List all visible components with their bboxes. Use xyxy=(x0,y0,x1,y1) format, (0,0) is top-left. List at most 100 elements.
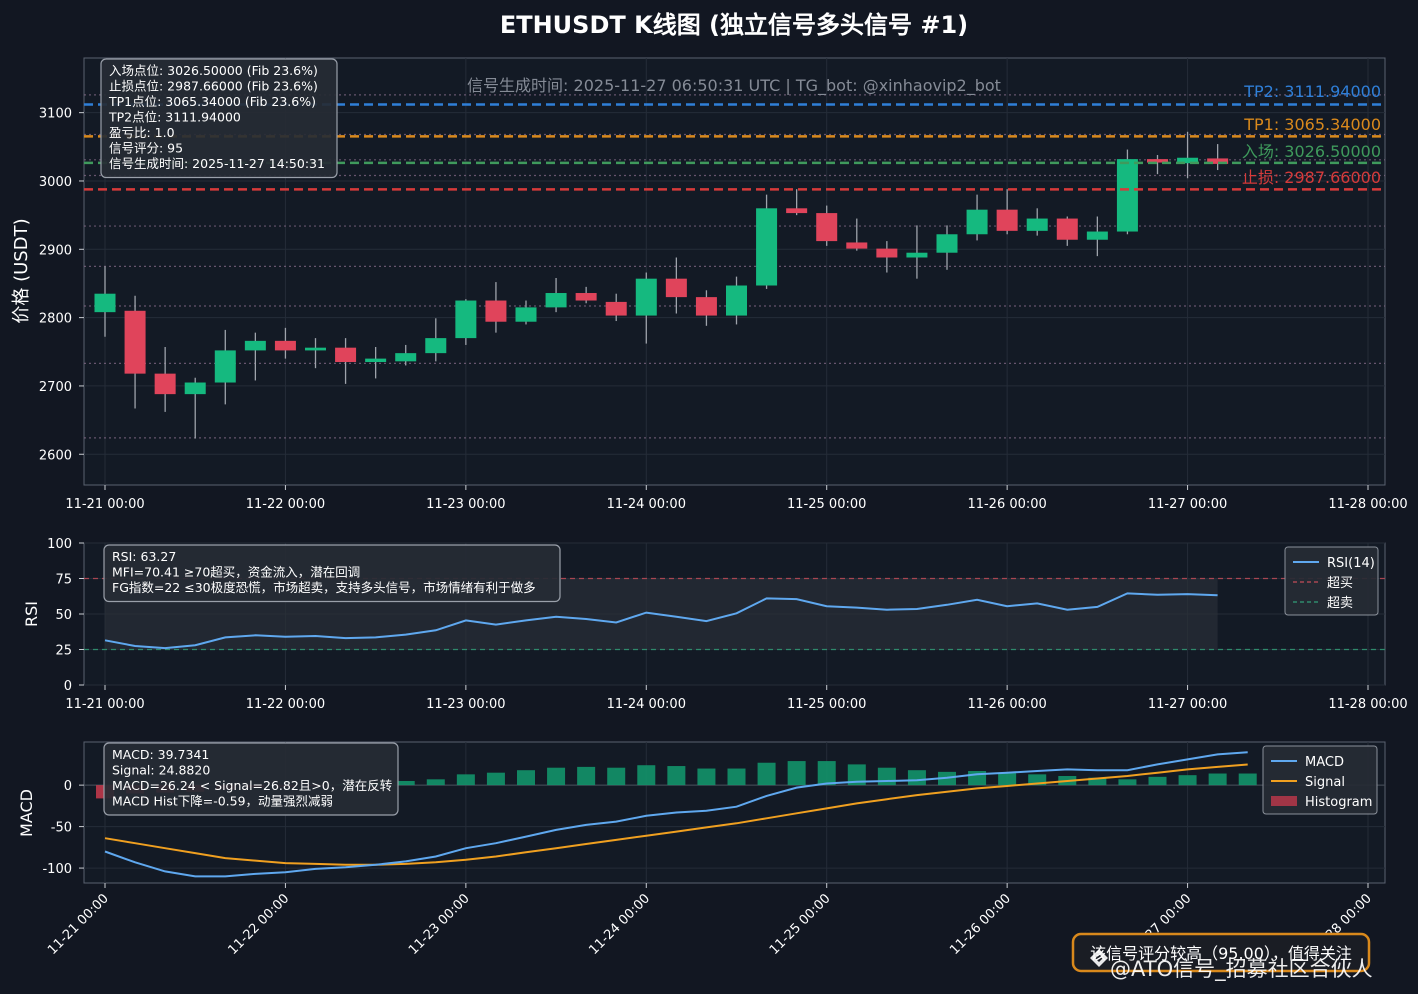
candle xyxy=(94,266,116,337)
macd-y-ticks: -100 -50 0 xyxy=(42,779,84,877)
candle xyxy=(1177,131,1199,179)
candle-body xyxy=(335,347,357,363)
level-label-entry: 入场: 3026.50000 xyxy=(1242,142,1381,161)
candle-body xyxy=(515,307,537,322)
candle-body xyxy=(726,285,747,316)
candle xyxy=(695,290,717,326)
candle-body xyxy=(365,358,387,363)
rsi-series-line xyxy=(104,592,1218,650)
candle-body xyxy=(605,301,627,316)
candle xyxy=(605,293,627,322)
candle xyxy=(395,344,417,366)
candle xyxy=(665,257,687,314)
macd-histogram-bar xyxy=(1028,774,1047,786)
candle xyxy=(635,272,657,344)
candle-body xyxy=(876,248,898,258)
info-box-line: MFI=70.41 ≥70超买，资金流入，潜在回调 xyxy=(112,565,360,580)
macd-histogram-bar xyxy=(787,761,806,786)
candle xyxy=(184,377,206,439)
candle xyxy=(455,299,477,345)
candle-body xyxy=(936,234,958,253)
x-tick-label: 11-26 00:00 xyxy=(967,697,1046,712)
watermark-text: @ATO信号_招募社区合伙人 xyxy=(1110,957,1373,982)
x-tick-label: 11-25 00:00 xyxy=(767,891,834,958)
candle xyxy=(154,346,176,412)
y-tick-label: 0 xyxy=(64,679,72,694)
macd-histogram-bar xyxy=(517,770,535,786)
candle-body xyxy=(1147,159,1168,163)
y-tick-label: 50 xyxy=(55,608,72,623)
x-tick-label: 11-23 00:00 xyxy=(406,891,473,958)
candle-body xyxy=(214,350,236,383)
candle-body xyxy=(244,340,266,351)
x-tick-label: 11-27 00:00 xyxy=(1148,697,1227,712)
x-tick-label: 11-22 00:00 xyxy=(226,891,293,958)
macd-main-line xyxy=(104,751,1248,878)
candle xyxy=(816,205,838,246)
x-tick-label: 11-22 00:00 xyxy=(246,697,325,712)
info-box-line: MACD: 39.7341 xyxy=(112,747,209,762)
legend-label: Signal xyxy=(1305,775,1345,790)
price-level-labels: TP2: 3111.94000 TP1: 3065.34000 入场: 3026.5… xyxy=(1242,82,1381,187)
candle-body xyxy=(425,338,447,354)
x-tick-label: 11-25 00:00 xyxy=(787,497,866,512)
candle-body xyxy=(274,340,296,351)
candle xyxy=(244,332,266,381)
candle xyxy=(274,327,296,359)
candle xyxy=(335,338,357,384)
macd-histogram-bar xyxy=(1238,773,1257,786)
candle xyxy=(726,276,747,325)
candle xyxy=(1086,216,1108,257)
macd-legend: MACD Signal Histogram xyxy=(1262,745,1378,815)
info-box-line: FG指数=22 ≤30极度恐慌，市场超卖，支持多头信号，市场情绪有利于做多 xyxy=(112,580,536,595)
macd-signal-line xyxy=(104,763,1248,866)
x-tick-label: 11-24 00:00 xyxy=(607,697,686,712)
x-tick-label: 11-25 00:00 xyxy=(787,697,866,712)
macd-histogram-bar xyxy=(637,765,656,786)
info-box-line: 信号评分: 95 xyxy=(109,141,183,156)
x-tick-label: 11-24 00:00 xyxy=(607,497,686,512)
candle-body xyxy=(1026,218,1048,231)
diamond-logo-icon xyxy=(1090,949,1108,967)
legend-label: Histogram xyxy=(1305,795,1372,810)
y-tick-label: 2800 xyxy=(39,312,72,327)
macd-histogram-bar xyxy=(998,772,1017,786)
macd-histogram-bar xyxy=(907,770,926,786)
candle xyxy=(305,338,326,369)
candle xyxy=(515,300,537,325)
candle-body xyxy=(966,209,988,235)
candle xyxy=(575,286,597,304)
candle-body xyxy=(786,208,808,214)
info-box-line: MACD=26.24 < Signal=26.82且>0，潜在反转 xyxy=(112,778,392,793)
price-y-label: 价格 (USDT) xyxy=(11,218,32,323)
candle xyxy=(906,225,928,279)
y-tick-label: 2600 xyxy=(39,448,72,463)
x-tick-label: 11-21 00:00 xyxy=(65,497,144,512)
legend-frame xyxy=(1284,546,1379,616)
price-y-ticks: 2600 2700 2800 2900 3000 3100 xyxy=(39,107,84,463)
rsi-panel: 0 25 50 75 100 11-21 00:00 11-22 00:00 11-23 0… xyxy=(22,537,1408,712)
candle-body xyxy=(395,353,417,362)
candle-body xyxy=(906,252,928,258)
watermark: @ATO信号_招募社区合伙人 xyxy=(1090,949,1373,982)
candle-body xyxy=(1116,159,1138,232)
info-box-line: 信号生成时间: 2025-11-27 14:50:31 xyxy=(109,156,325,171)
chart-title: ETHUSDT K线图 (独立信号多头信号 #1) xyxy=(500,11,968,39)
x-tick-label: 11-22 00:00 xyxy=(246,497,325,512)
candle xyxy=(876,241,898,273)
info-box-frame xyxy=(103,742,399,816)
y-tick-label: 0 xyxy=(64,779,72,794)
candle-body xyxy=(1056,218,1078,240)
info-box-line: 入场点位: 3026.50000 (Fib 23.6%) xyxy=(109,63,318,78)
macd-panel: -100 -50 0 11-21 00:00 11-22 00:00 11-23 00:… xyxy=(17,741,1386,958)
y-tick-label: 3000 xyxy=(39,175,72,190)
info-box-line: Signal: 24.8820 xyxy=(112,763,210,778)
x-tick-label: 11-28 00:00 xyxy=(1328,497,1407,512)
x-tick-label: 11-23 00:00 xyxy=(426,497,505,512)
macd-histogram-bar xyxy=(1208,773,1227,786)
candle xyxy=(966,194,988,241)
macd-histogram-bar xyxy=(396,780,415,786)
